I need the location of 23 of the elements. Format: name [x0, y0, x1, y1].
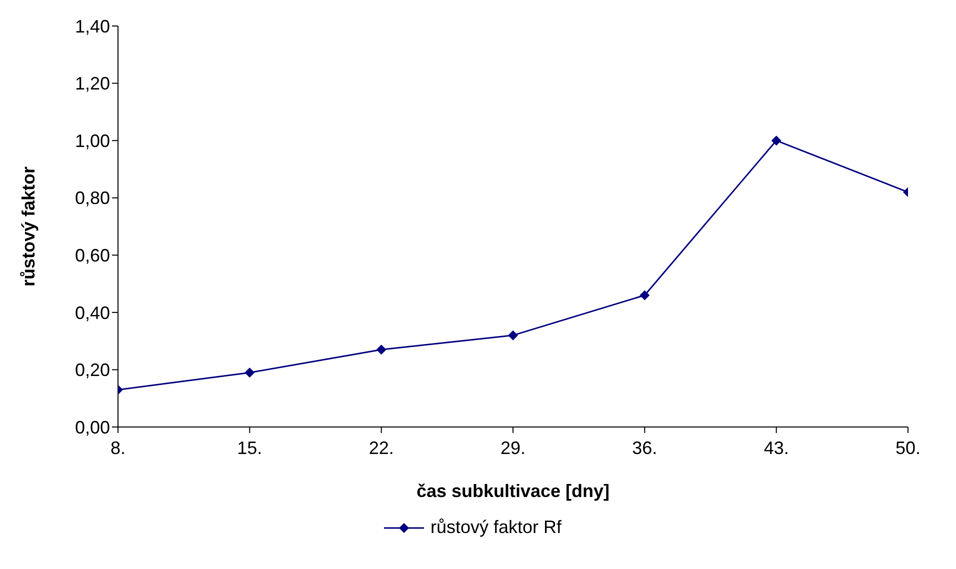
y-tick-label: 1,20 — [74, 74, 110, 94]
x-tick-label: 8. — [110, 438, 126, 458]
x-tick-label: 22. — [368, 438, 394, 458]
point — [376, 344, 386, 355]
x-tick-label: 15. — [237, 438, 262, 458]
y-tick-label: 1,00 — [74, 130, 110, 151]
y-axis-title: růstový faktor — [18, 166, 38, 287]
x-tick-label: 29. — [500, 438, 526, 458]
y-tick-label: 0,60 — [74, 246, 110, 266]
x-tick-label: 50. — [895, 438, 921, 458]
point — [640, 290, 650, 300]
point — [771, 136, 782, 146]
x-tick-label: 43. — [764, 438, 789, 458]
point — [244, 368, 255, 378]
point — [508, 330, 518, 340]
x-axis-title: čas subkultivace [dny] — [416, 481, 610, 501]
y-tick-label: 0,00 — [74, 417, 110, 438]
x-tick-label: 36. — [632, 438, 658, 458]
y-tick-label: 0,80 — [74, 188, 110, 208]
y-tick-label: 0,20 — [74, 360, 110, 380]
y-tick-label: 1,40 — [74, 16, 110, 36]
legend-label: růstový faktor Rf — [430, 517, 562, 538]
y-tick-label: 0,40 — [74, 302, 110, 323]
